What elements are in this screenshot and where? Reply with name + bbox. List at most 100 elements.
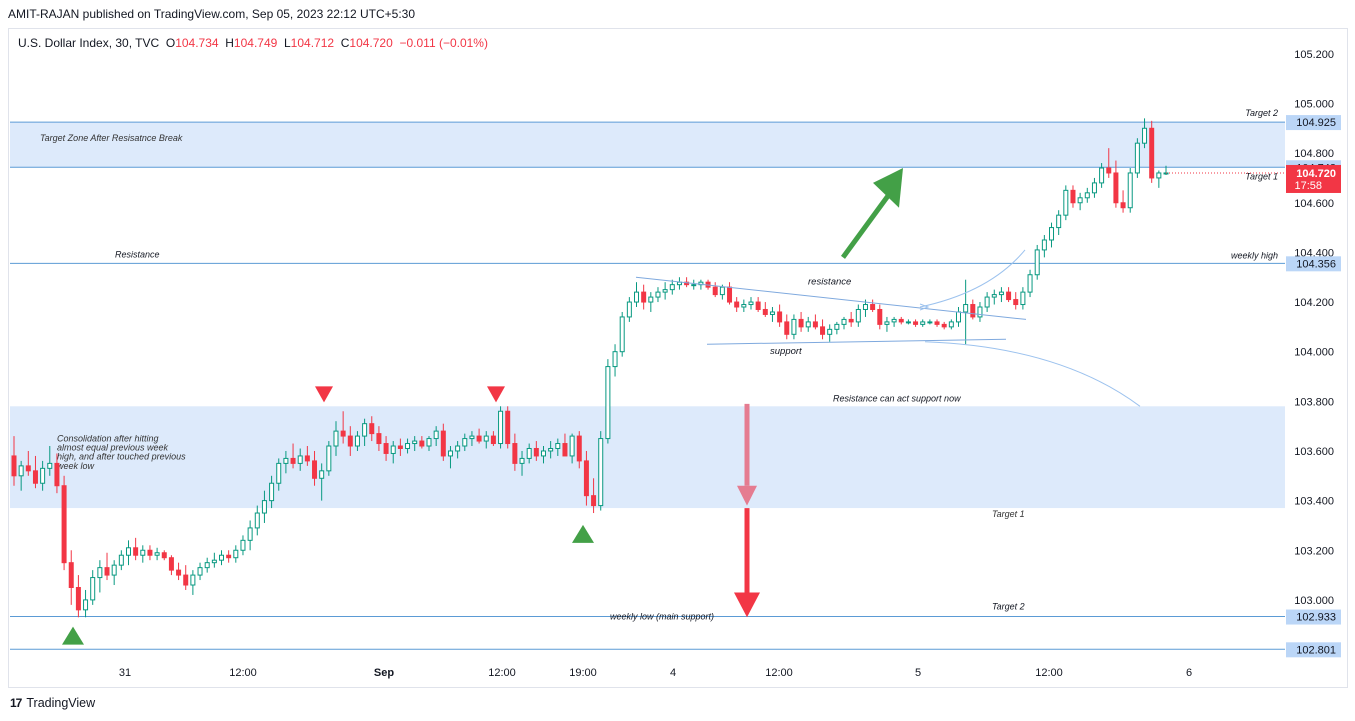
candle[interactable] <box>61 475 67 571</box>
candle[interactable] <box>1077 192 1083 211</box>
candle[interactable] <box>963 279 969 345</box>
candle[interactable] <box>68 550 74 605</box>
candle[interactable] <box>1113 160 1119 208</box>
candle[interactable] <box>848 311 854 327</box>
candle[interactable] <box>54 453 60 494</box>
candle[interactable] <box>154 547 160 561</box>
candle[interactable] <box>1149 120 1155 183</box>
candle[interactable] <box>812 314 818 330</box>
candle[interactable] <box>1142 118 1148 149</box>
candle[interactable] <box>1134 138 1140 178</box>
candle[interactable] <box>269 475 275 509</box>
candle[interactable] <box>261 490 267 523</box>
candle[interactable] <box>512 433 518 471</box>
candle[interactable] <box>304 446 310 466</box>
candle[interactable] <box>319 463 325 501</box>
candle[interactable] <box>955 307 961 327</box>
candle[interactable] <box>347 426 353 456</box>
candle[interactable] <box>40 460 46 491</box>
candle[interactable] <box>97 560 103 593</box>
candle[interactable] <box>283 450 289 474</box>
candle[interactable] <box>691 279 697 290</box>
candle[interactable] <box>820 319 826 340</box>
candle[interactable] <box>798 311 804 332</box>
candle[interactable] <box>469 431 475 447</box>
candle[interactable] <box>197 562 203 581</box>
candle[interactable] <box>612 344 618 377</box>
candle[interactable] <box>1106 148 1112 178</box>
candle[interactable] <box>354 431 360 451</box>
last-price-box[interactable] <box>1286 164 1341 193</box>
candle[interactable] <box>1084 187 1090 203</box>
candle[interactable] <box>576 431 582 469</box>
candle[interactable] <box>505 406 511 449</box>
candle[interactable] <box>118 550 124 571</box>
candle[interactable] <box>498 406 504 449</box>
candle[interactable] <box>877 304 883 330</box>
candle[interactable] <box>533 441 539 461</box>
candle[interactable] <box>1006 287 1012 303</box>
candle[interactable] <box>412 436 418 451</box>
candle[interactable] <box>247 520 253 551</box>
candle[interactable] <box>176 562 182 581</box>
candle[interactable] <box>483 431 489 449</box>
candle[interactable] <box>941 321 947 330</box>
candle[interactable] <box>140 545 146 563</box>
candle[interactable] <box>1041 235 1047 258</box>
candle[interactable] <box>1127 168 1133 213</box>
candle[interactable] <box>569 433 575 464</box>
candle[interactable] <box>748 297 754 310</box>
candle[interactable] <box>369 416 375 442</box>
candle[interactable] <box>970 299 976 320</box>
candle[interactable] <box>333 421 339 456</box>
candle[interactable] <box>1091 177 1097 198</box>
candle[interactable] <box>490 431 496 447</box>
candle[interactable] <box>827 324 833 342</box>
candle[interactable] <box>891 316 897 327</box>
candle[interactable] <box>927 319 933 325</box>
candle[interactable] <box>426 436 432 451</box>
candle[interactable] <box>834 321 840 335</box>
candle[interactable] <box>605 359 611 444</box>
candle[interactable] <box>905 319 911 325</box>
candle[interactable] <box>83 589 89 618</box>
candle[interactable] <box>1020 287 1026 310</box>
candle[interactable] <box>204 557 210 573</box>
candle[interactable] <box>111 560 117 586</box>
candle[interactable] <box>741 299 747 312</box>
candle[interactable] <box>147 545 153 561</box>
candle[interactable] <box>276 458 282 491</box>
candle[interactable] <box>619 311 625 357</box>
candle[interactable] <box>168 555 174 576</box>
candle[interactable] <box>526 443 532 464</box>
candle[interactable] <box>383 436 389 461</box>
footer-brand[interactable]: 17 TradingView <box>10 696 95 710</box>
candle[interactable] <box>913 319 919 327</box>
candle[interactable] <box>583 450 589 506</box>
candle[interactable] <box>540 446 546 464</box>
candle[interactable] <box>791 314 797 340</box>
candle[interactable] <box>948 319 954 330</box>
candle[interactable] <box>655 287 661 303</box>
candle[interactable] <box>769 307 775 322</box>
candle[interactable] <box>727 282 733 305</box>
candle[interactable] <box>326 441 332 476</box>
candle[interactable] <box>1013 292 1019 310</box>
candle[interactable] <box>11 436 17 486</box>
candle[interactable] <box>934 319 940 327</box>
candle[interactable] <box>805 316 811 332</box>
candle[interactable] <box>991 289 997 305</box>
candle[interactable] <box>870 299 876 312</box>
candle[interactable] <box>312 450 318 486</box>
candle[interactable] <box>133 537 139 561</box>
candle[interactable] <box>1056 210 1062 236</box>
candle[interactable] <box>762 302 768 317</box>
candle[interactable] <box>1034 244 1040 280</box>
candle[interactable] <box>362 418 368 447</box>
candle[interactable] <box>190 570 196 595</box>
candle[interactable] <box>419 436 425 449</box>
candle[interactable] <box>376 426 382 451</box>
candle[interactable] <box>555 438 561 456</box>
candle[interactable] <box>1070 185 1076 208</box>
candle[interactable] <box>1120 190 1126 213</box>
